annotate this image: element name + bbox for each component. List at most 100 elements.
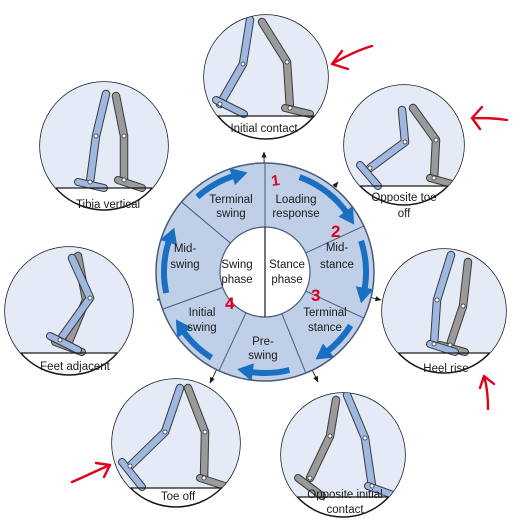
segment-preswing-l2: swing (248, 350, 277, 362)
event-circle-initial-contact (203, 14, 329, 140)
red-annotations: 1 2 3 4 (70, 44, 509, 484)
event-illustration (344, 85, 464, 190)
segment-initial-swing-l1: Initial (189, 307, 216, 319)
phase-ring: Swing phase Stance phase Loading respons… (155, 162, 375, 382)
segment-initial-swing-l2: swing (187, 322, 216, 334)
hub-stance-line1: Stance (269, 259, 305, 271)
annotation-4: 4 (225, 294, 235, 313)
segment-midstance-l1: Mid- (326, 242, 349, 254)
event-tibia-vertical-label: Tibia vertical (76, 199, 140, 211)
event-circle-feet-adjacent (4, 246, 134, 376)
cycle-arrow-arc (161, 238, 173, 294)
segment-preswing-l1: Pre- (252, 336, 274, 348)
joint (284, 59, 290, 65)
event-illustration (112, 379, 240, 491)
event-circle-heel-rise (381, 248, 507, 374)
cycle-arrow-head (355, 286, 374, 304)
joint (327, 433, 333, 439)
joint (433, 137, 439, 143)
joint (217, 101, 223, 107)
joint (287, 105, 293, 111)
cycle-arrow-head (175, 319, 192, 339)
foot-near (75, 179, 107, 191)
joint (87, 295, 93, 301)
event-circle-opposite-toe-off (343, 84, 465, 206)
joint (121, 177, 127, 183)
joint (127, 463, 133, 469)
event-circles (4, 14, 507, 518)
joint (307, 475, 313, 481)
joint (369, 483, 375, 489)
cycle-arrow-head (315, 343, 335, 360)
joint (57, 337, 63, 343)
hub-swing-line1: Swing (221, 259, 252, 271)
joint (431, 175, 437, 181)
event-illustration (5, 247, 133, 356)
segment-terminal-swing-l2: swing (216, 208, 245, 220)
hub-stance-line2: phase (271, 274, 302, 286)
segment-midswing-l2: swing (170, 259, 199, 271)
cycle-arrow-arc (248, 367, 291, 376)
hub-swing-line2: phase (221, 274, 252, 286)
event-feet-adjacent-label: Feet adjacent (40, 361, 110, 373)
segment-divider (305, 290, 364, 319)
foot-far (115, 177, 145, 191)
segment-divider (281, 313, 307, 374)
joint (87, 179, 93, 185)
cycle-arrow-head (229, 167, 248, 186)
event-illustration (382, 249, 506, 356)
event-initial-contact-label: Initial contact (230, 123, 298, 135)
cycle-arrow-arc (298, 174, 351, 216)
joint (431, 341, 437, 347)
segment-midstance-l2: stance (320, 259, 354, 271)
event-circle-opposite-initial-contact (280, 392, 406, 518)
segment-divider (305, 225, 364, 254)
event-opposite-toe-off-label-l2: off (398, 208, 411, 220)
annotation-1: 1 (270, 172, 281, 190)
joint (362, 435, 368, 441)
segment-divider (181, 201, 231, 244)
segment-midswing-l1: Mid- (174, 243, 197, 255)
red-pointer-arrow-toe-off (70, 461, 112, 484)
joint (162, 429, 168, 435)
foot-near (119, 459, 145, 490)
joint (402, 139, 408, 145)
segment-terminal-stance-l1: Terminal (303, 307, 346, 319)
joint (93, 133, 99, 139)
event-opposite-initial-contact-label-l1: Opposite initial (307, 489, 382, 501)
joint (121, 133, 127, 139)
segment-terminal-stance-l2: stance (308, 322, 342, 334)
annotation-3: 3 (311, 286, 320, 305)
segment-divider (218, 312, 247, 371)
red-pointer-arrow-initial-contact (330, 44, 374, 71)
event-heel-rise-label: Heel rise (423, 363, 468, 375)
segment-loading-response-l1: Loading (276, 194, 317, 206)
red-pointer-arrow-heel-rise (478, 374, 496, 411)
cycle-arrow-head (159, 227, 178, 246)
foot-near (47, 333, 81, 353)
joint (201, 475, 207, 481)
cycle-arrow-head (338, 205, 355, 225)
foot-far (295, 475, 325, 499)
event-illustration (40, 82, 168, 192)
segment-loading-response-l2: response (272, 208, 319, 220)
joint (434, 297, 440, 303)
event-labels: Initial contact Opposite toe off Heel ri… (40, 123, 469, 516)
red-pointer-arrow-opposite-toe-off (470, 105, 509, 131)
segment-terminal-swing-l1: Terminal (209, 194, 252, 206)
joint (202, 429, 208, 435)
event-illustration (281, 393, 405, 500)
event-opposite-toe-off-label-l1: Opposite toe (371, 192, 436, 204)
event-circle-toe-off (111, 378, 241, 508)
cycle-arrow-arc (358, 239, 369, 292)
foot-near (357, 162, 381, 189)
cycle-arrow-head (237, 363, 254, 382)
event-toe-off-label: Toe off (161, 491, 196, 503)
segment-dividers (162, 163, 364, 374)
joint (367, 165, 373, 171)
joint (460, 303, 466, 309)
event-circle-tibia-vertical (39, 81, 169, 211)
segment-divider (162, 286, 223, 310)
event-opposite-initial-contact-label-l2: contact (326, 504, 364, 516)
